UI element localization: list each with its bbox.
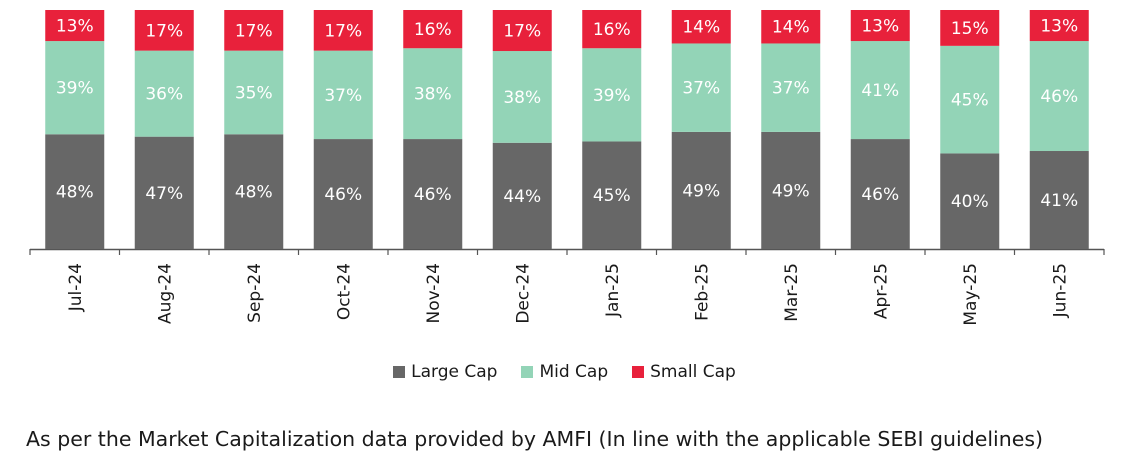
data-label-mid-cap: 36%: [145, 85, 183, 105]
x-tick-label: May-25: [961, 263, 981, 326]
data-label-small-cap: 14%: [772, 18, 810, 38]
data-label-mid-cap: 38%: [503, 88, 541, 108]
bar-segment-small-cap: [403, 10, 463, 49]
bar-segment-large-cap: [850, 139, 910, 249]
data-label-large-cap: 41%: [1040, 191, 1078, 211]
data-label-small-cap: 14%: [682, 18, 720, 38]
bar-segment-small-cap: [671, 10, 731, 44]
bar-segment-large-cap: [671, 131, 731, 249]
bar-segment-small-cap: [45, 10, 105, 42]
bar-segment-small-cap: [313, 10, 373, 51]
data-label-mid-cap: 35%: [235, 83, 273, 103]
bar-segment-mid-cap: [940, 45, 1000, 154]
legend-swatch: [632, 366, 645, 378]
x-tick-label: Mar-25: [782, 263, 802, 322]
legend-item-large-cap: Large Cap: [393, 362, 497, 382]
data-label-small-cap: 16%: [414, 20, 452, 40]
bar-segment-mid-cap: [850, 41, 910, 140]
chart-legend: Large Cap Mid Cap Small Cap: [0, 362, 1129, 383]
data-label-small-cap: 13%: [1040, 17, 1078, 37]
data-label-small-cap: 17%: [324, 21, 362, 41]
bar-segment-mid-cap: [761, 43, 821, 132]
data-label-mid-cap: 37%: [324, 86, 362, 106]
x-tick-label: Oct-24: [334, 263, 354, 320]
bar-segment-mid-cap: [671, 43, 731, 132]
data-label-small-cap: 13%: [861, 17, 899, 37]
bar-segment-large-cap: [313, 139, 373, 249]
bar-segment-small-cap: [850, 10, 910, 42]
x-tick-label: Sep-24: [245, 263, 265, 323]
bar-segment-mid-cap: [134, 50, 194, 137]
bar-segment-mid-cap: [403, 48, 463, 140]
bar-segment-large-cap: [224, 134, 284, 249]
bar-segment-large-cap: [761, 131, 821, 249]
bar-segment-mid-cap: [224, 50, 284, 135]
stacked-bar-chart: 48% 39% 13% Jul-24 47% 36% 17% Aug-24 48% 35% 17% S…: [29, 10, 1105, 326]
bar-segment-large-cap: [582, 141, 642, 249]
bar-segment-mid-cap: [45, 41, 105, 135]
bar-segment-small-cap: [1029, 10, 1089, 42]
x-tick-label: Aug-24: [155, 263, 175, 324]
bar-segment-large-cap: [940, 153, 1000, 249]
footnote: As per the Market Capitalization data pr…: [26, 427, 1044, 451]
data-label-large-cap: 49%: [772, 181, 810, 201]
legend-swatch: [393, 366, 406, 378]
bar-segment-large-cap: [403, 139, 463, 249]
legend-item-mid-cap: Mid Cap: [521, 362, 608, 382]
bar-segment-large-cap: [134, 136, 194, 249]
data-label-large-cap: 44%: [503, 187, 541, 207]
x-tick-label: Jul-24: [66, 263, 86, 312]
data-label-mid-cap: 41%: [861, 81, 899, 101]
bar-segment-mid-cap: [582, 48, 642, 142]
data-label-mid-cap: 39%: [593, 86, 631, 106]
x-tick-label: Dec-24: [513, 263, 533, 324]
bar-segment-small-cap: [224, 10, 284, 51]
x-tick-label: Jan-25: [603, 263, 623, 318]
bar-segment-small-cap: [582, 10, 642, 49]
x-tick-label: Feb-25: [692, 263, 712, 321]
data-label-large-cap: 48%: [235, 183, 273, 203]
bar-segment-mid-cap: [1029, 41, 1089, 152]
data-label-small-cap: 16%: [593, 20, 631, 40]
data-label-mid-cap: 39%: [56, 79, 94, 99]
data-label-small-cap: 17%: [235, 21, 273, 41]
bar-segment-small-cap: [940, 10, 1000, 46]
bar-segment-small-cap: [492, 10, 552, 52]
legend-label: Large Cap: [411, 362, 498, 382]
data-label-small-cap: 15%: [951, 19, 989, 39]
x-tick-label: Apr-25: [871, 263, 891, 319]
bar-segment-mid-cap: [313, 50, 373, 140]
legend-swatch: [521, 366, 534, 378]
legend-item-small-cap: Small Cap: [632, 362, 736, 382]
data-label-mid-cap: 37%: [772, 79, 810, 99]
data-label-mid-cap: 38%: [414, 85, 452, 105]
bar-segment-large-cap: [492, 142, 552, 249]
data-label-mid-cap: 46%: [1040, 87, 1078, 107]
data-label-large-cap: 46%: [324, 185, 362, 205]
bar-segment-mid-cap: [492, 51, 552, 143]
bar-segment-large-cap: [1029, 151, 1089, 249]
data-label-small-cap: 17%: [145, 21, 183, 41]
data-label-large-cap: 48%: [56, 183, 94, 203]
data-label-large-cap: 49%: [682, 181, 720, 201]
data-label-small-cap: 17%: [503, 22, 541, 42]
bar-segment-large-cap: [45, 134, 105, 249]
data-label-mid-cap: 37%: [682, 79, 720, 99]
data-label-small-cap: 13%: [56, 17, 94, 37]
x-tick-label: Nov-24: [424, 263, 444, 324]
data-label-mid-cap: 45%: [951, 91, 989, 111]
bar-segment-small-cap: [134, 10, 194, 51]
x-tick-label: Jun-25: [1050, 263, 1070, 318]
data-label-large-cap: 45%: [593, 186, 631, 206]
data-label-large-cap: 46%: [861, 185, 899, 205]
bar-segment-small-cap: [761, 10, 821, 44]
legend-label: Small Cap: [650, 362, 736, 382]
data-label-large-cap: 46%: [414, 185, 452, 205]
legend-label: Mid Cap: [539, 362, 609, 382]
data-label-large-cap: 40%: [951, 192, 989, 212]
data-label-large-cap: 47%: [145, 184, 183, 204]
